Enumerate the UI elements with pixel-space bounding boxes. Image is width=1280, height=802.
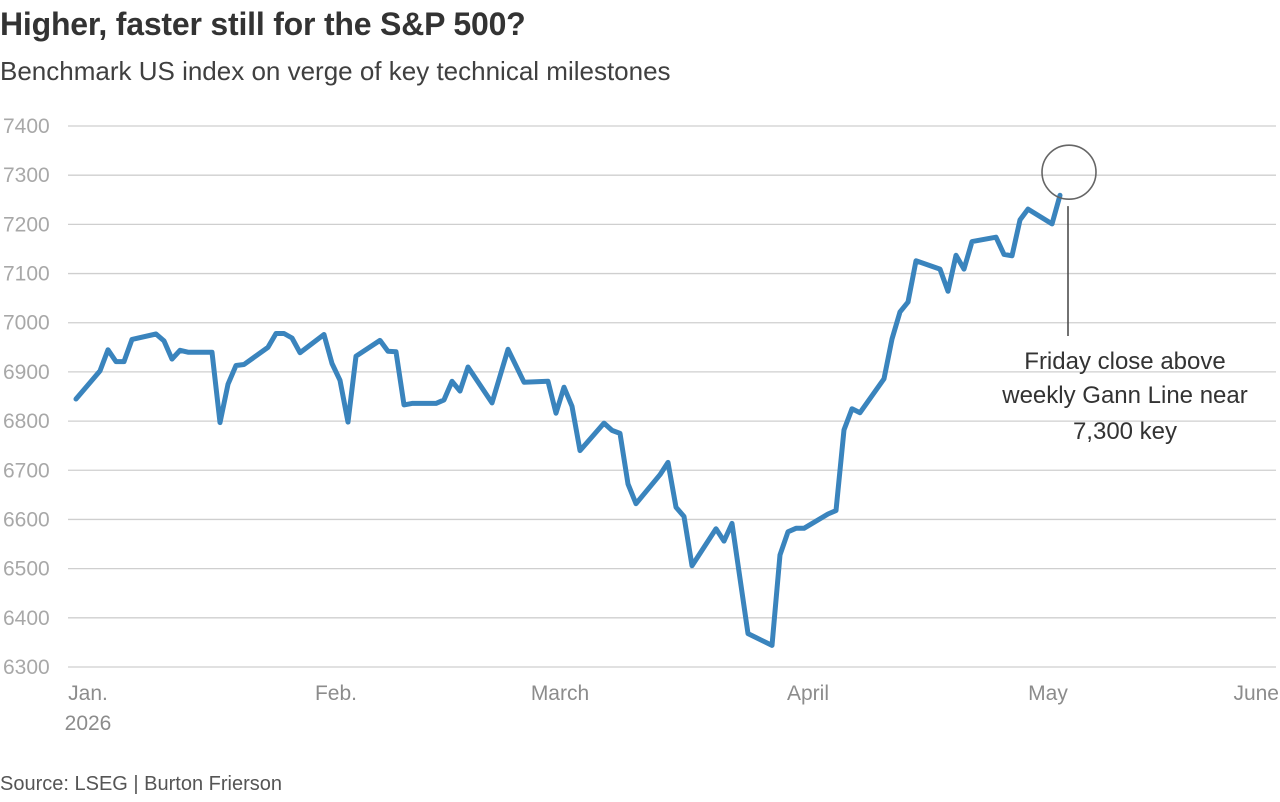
y-tick-label: 6500: [3, 558, 50, 581]
y-tick-label: 6800: [3, 410, 50, 433]
x-tick-label: April: [787, 682, 829, 705]
y-tick-label: 7100: [3, 263, 50, 286]
chart-subtitle: Benchmark US index on verge of key techn…: [0, 56, 671, 86]
annotation: Friday close above weekly Gann Line near 7…: [1001, 144, 1248, 445]
y-tick-label: 7400: [3, 115, 50, 138]
y-tick-label: 6600: [3, 508, 50, 531]
chart-title: Higher, faster still for the S&P 500?: [0, 6, 526, 42]
y-tick-label: 6400: [3, 607, 50, 630]
x-tick-label: May: [1028, 682, 1068, 705]
x-tick-label: Feb.: [315, 682, 357, 705]
annotation-circle: [1041, 144, 1097, 200]
y-tick-label: 6700: [3, 459, 50, 482]
annotation-text-line: weekly Gann Line near: [1001, 382, 1247, 409]
annotation-text-line: 7,300 key: [1073, 418, 1177, 445]
x-tick-sublabel: 2026: [65, 712, 112, 735]
x-axis-ticks: Jan. 2026 Feb. March April May June: [65, 682, 1279, 735]
y-tick-label: 7300: [3, 164, 50, 187]
y-tick-label: 7200: [3, 213, 50, 236]
y-axis-ticks: 6300 6400 6500 6600 6700 6800 6900 7000 7100 7200…: [3, 115, 50, 679]
x-tick-label: Jan.: [68, 682, 108, 705]
series-line-sp500: [73, 192, 1063, 648]
y-tick-label: 7000: [3, 312, 50, 335]
gridlines: [68, 125, 1276, 668]
y-tick-label: 6300: [3, 656, 50, 679]
x-tick-label: March: [531, 682, 589, 705]
annotation-text-line: Friday close above: [1024, 348, 1225, 375]
y-tick-label: 6900: [3, 361, 50, 384]
x-tick-label: June: [1233, 682, 1279, 705]
source-note: Source: LSEG | Burton Frierson: [0, 773, 282, 795]
